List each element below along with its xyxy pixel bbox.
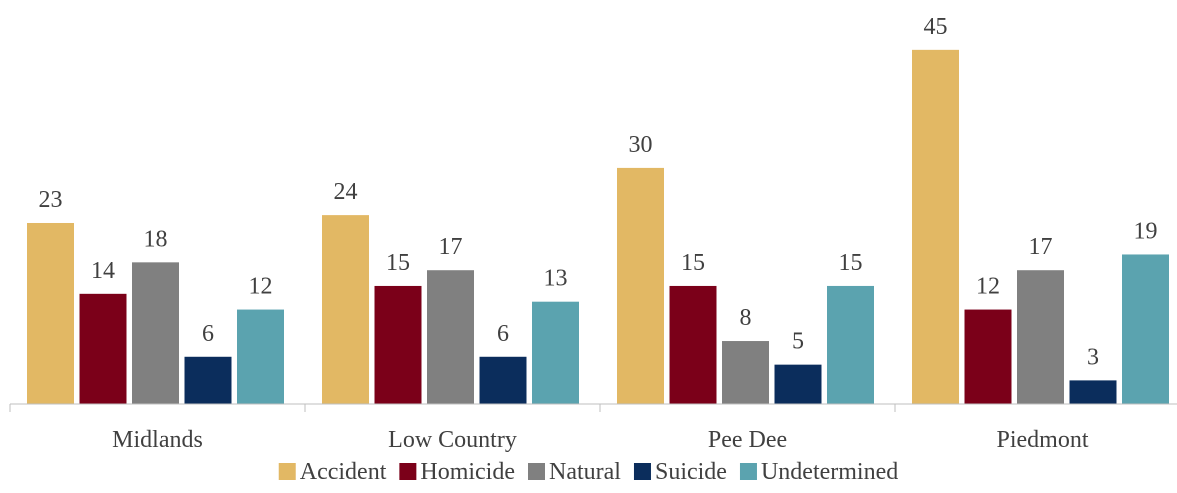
legend-swatch-suicide — [633, 463, 651, 480]
bar-accident-low-country — [322, 215, 369, 404]
bar-undetermined-low-country — [532, 301, 579, 404]
category-label: Midlands — [112, 427, 203, 453]
data-label: 45 — [924, 14, 948, 40]
bar-natural-pee-dee — [722, 341, 769, 404]
data-label: 8 — [740, 305, 752, 331]
data-label: 17 — [439, 234, 463, 260]
legend-label-undetermined: Undetermined — [761, 459, 898, 485]
data-label: 18 — [144, 226, 168, 252]
data-label: 15 — [386, 250, 410, 276]
category-label: Pee Dee — [708, 427, 787, 453]
bar-homicide-pee-dee — [669, 285, 717, 404]
bar-undetermined-piedmont — [1122, 254, 1169, 404]
x-axis — [9, 403, 1177, 412]
bar-accident-midlands — [27, 222, 74, 404]
legend-label-natural: Natural — [549, 459, 621, 485]
bar-suicide-low-country — [479, 356, 527, 404]
legend: Accident Homicide Natural Suicide Undetermin… — [278, 459, 898, 485]
data-label: 30 — [629, 132, 653, 158]
data-label: 17 — [1029, 234, 1053, 260]
data-label: 14 — [91, 258, 115, 284]
category-label: Low Country — [388, 427, 517, 453]
data-label: 5 — [792, 329, 804, 355]
legend-swatch-homicide — [399, 463, 417, 480]
bar-natural-low-country — [427, 270, 474, 404]
bar-undetermined-midlands — [237, 309, 284, 404]
data-label: 6 — [497, 321, 509, 347]
category-label: Piedmont — [996, 427, 1088, 453]
legend-swatch-accident — [278, 463, 296, 480]
bar-accident-piedmont — [912, 49, 959, 404]
bar-homicide-piedmont — [964, 309, 1012, 404]
data-label: 6 — [202, 321, 214, 347]
legend-label-accident: Accident — [300, 459, 387, 485]
legend-label-suicide: Suicide — [655, 459, 727, 485]
bar-suicide-midlands — [184, 356, 232, 404]
data-label: 13 — [544, 266, 568, 292]
legend-swatch-undetermined — [739, 463, 757, 480]
data-label: 15 — [839, 250, 863, 276]
bar-homicide-low-country — [374, 285, 422, 404]
data-label: 23 — [39, 187, 63, 213]
data-label: 19 — [1134, 218, 1158, 244]
bar-natural-piedmont — [1017, 270, 1064, 404]
category-labels-layer: Midlands Low Country Pee Dee Piedmont — [112, 427, 1089, 453]
bar-undetermined-pee-dee — [827, 285, 874, 404]
data-label: 24 — [334, 179, 358, 205]
bar-suicide-piedmont — [1069, 380, 1117, 404]
data-label: 3 — [1087, 344, 1099, 370]
data-label: 12 — [249, 274, 273, 300]
bar-homicide-midlands — [79, 293, 127, 404]
bar-natural-midlands — [132, 262, 179, 404]
bar-suicide-pee-dee — [774, 364, 822, 404]
bar-accident-pee-dee — [617, 167, 664, 404]
legend-label-homicide: Homicide — [420, 459, 515, 485]
bars-layer — [27, 49, 1169, 404]
legend-swatch-natural — [528, 463, 545, 480]
value-labels-layer: 23 14 18 6 12 24 15 17 6 13 30 15 8 5 15 45 12 17 3 19 — [39, 14, 1158, 371]
data-label: 15 — [681, 250, 705, 276]
data-label: 12 — [976, 274, 1000, 300]
